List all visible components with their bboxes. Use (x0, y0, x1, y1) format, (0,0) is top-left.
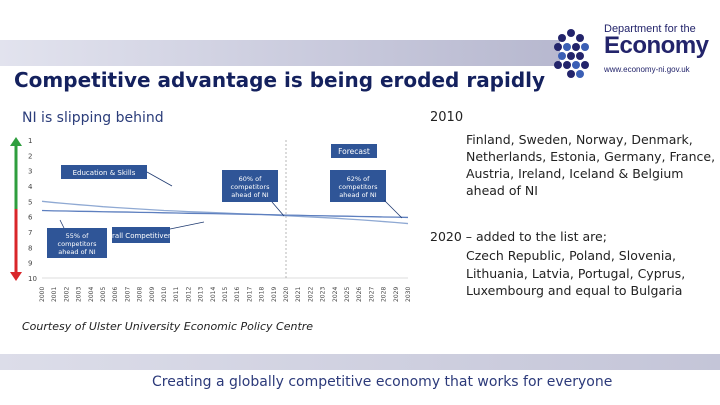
callout-60-arrow (271, 201, 285, 217)
y-tick-label: 10 (28, 275, 37, 283)
y-tick-label: 2 (28, 152, 32, 160)
callout-62-label: ahead of NI (339, 191, 376, 199)
callout-62-box (330, 170, 386, 202)
arrow-up-icon (10, 137, 22, 146)
callout-60-label: competitors (231, 183, 271, 191)
y-tick-label: 1 (28, 137, 32, 145)
callout-forecast-box (331, 144, 377, 158)
x-tick-label: 2010 (161, 287, 168, 302)
callout-forecast-label: Forecast (338, 147, 370, 156)
x-tick-label: 2019 (271, 287, 278, 302)
x-tick-label: 2029 (393, 287, 400, 302)
footer-tagline: Creating a globally competitive economy … (152, 374, 613, 390)
x-tick-label: 2002 (63, 287, 70, 302)
callout-60-label: 60% of (239, 175, 262, 183)
x-tick-label: 2027 (368, 287, 375, 302)
y-tick-label: 6 (28, 214, 33, 222)
x-tick-label: 2009 (149, 287, 156, 302)
callout-62-label: 62% of (347, 175, 370, 183)
x-tick-label: 2016 (234, 287, 241, 302)
courtesy-note: Courtesy of Ulster University Economic P… (22, 320, 314, 333)
y-tick-label: 3 (28, 168, 32, 176)
x-tick-label: 2006 (112, 287, 119, 302)
year-2020-heading: 2020 – added to the list are; (430, 229, 607, 244)
x-tick-label: 2008 (137, 287, 144, 302)
x-tick-label: 2012 (185, 287, 192, 302)
callout-55-label: competitors (58, 240, 98, 248)
callout-60-label: ahead of NI (231, 191, 268, 199)
callout-62-label: competitors (339, 183, 379, 191)
y-tick-label: 8 (28, 244, 32, 252)
callout-62-arrow (383, 199, 403, 219)
x-tick-label: 2026 (356, 287, 363, 302)
header-band (0, 40, 560, 66)
x-tick-label: 2015 (222, 287, 229, 302)
chart-subhead: NI is slipping behind (22, 110, 164, 126)
x-tick-label: 2007 (124, 287, 131, 302)
list-2020: Czech Republic, Poland, Slovenia, Lithua… (466, 248, 686, 298)
callout-overall-box (112, 227, 170, 243)
x-tick-label: 2003 (76, 287, 83, 302)
x-tick-label: 2004 (88, 287, 95, 302)
list-2010: Finland, Sweden, Norway, Denmark, Nether… (466, 132, 716, 198)
x-tick-label: 2011 (173, 287, 180, 302)
logo-economy-label: Economy (604, 32, 709, 59)
x-tick-label: 2023 (320, 287, 327, 302)
x-tick-label: 2005 (100, 287, 107, 302)
logo-url: www.economy-ni.gov.uk (604, 65, 690, 74)
callout-overall-arrow (169, 221, 205, 230)
x-tick-label: 2025 (344, 287, 351, 302)
x-tick-label: 2028 (381, 287, 388, 302)
callout-55-label: ahead of NI (58, 248, 95, 256)
x-tick-label: 2001 (51, 287, 58, 302)
callout-60-box (222, 170, 278, 202)
callout-55-box (47, 228, 107, 258)
footer-band (0, 354, 720, 370)
arrow-down-icon (10, 272, 22, 281)
callout-overall-label: Overall Competitiveness (98, 232, 184, 240)
x-tick-label: 2020 (283, 287, 290, 302)
callout-education-box (61, 165, 147, 179)
x-tick-label: 2013 (198, 287, 205, 302)
callout-education-arrow (146, 171, 173, 187)
x-tick-label: 2017 (246, 287, 253, 302)
logo-department-label: Department for the (604, 23, 696, 35)
y-tick-label: 4 (28, 183, 33, 191)
x-tick-label: 2018 (259, 287, 266, 302)
x-tick-label: 2014 (210, 287, 217, 302)
callout-55-label: 55% of (66, 232, 89, 240)
callout-education-label: Education & Skills (73, 169, 136, 177)
callout-55-arrow (59, 219, 65, 229)
y-tick-label: 5 (28, 198, 32, 206)
series-line (41, 209, 409, 219)
x-tick-label: 2000 (39, 287, 46, 302)
department-logo (554, 29, 589, 78)
year-2010-heading: 2010 (430, 110, 464, 125)
y-tick-label: 7 (28, 229, 32, 237)
hexagon-cluster-icon (554, 29, 589, 78)
x-tick-label: 2022 (307, 287, 314, 302)
x-tick-label: 2024 (332, 287, 339, 302)
x-tick-label: 2030 (405, 287, 412, 302)
x-tick-label: 2021 (295, 287, 302, 302)
series-line (41, 200, 409, 225)
page-title: Competitive advantage is being eroded ra… (14, 68, 546, 92)
y-tick-label: 9 (28, 260, 32, 268)
